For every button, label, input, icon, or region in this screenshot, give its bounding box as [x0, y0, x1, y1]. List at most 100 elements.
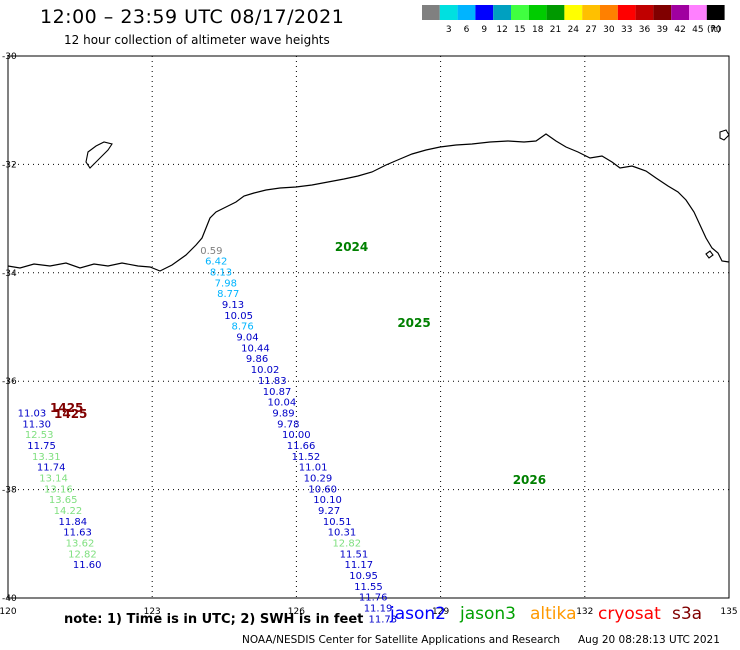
wave-height-value: 11.66 [287, 441, 316, 452]
wave-height-value: 11.55 [354, 582, 383, 593]
wave-height-value: 10.31 [328, 528, 357, 539]
lat-tick-label: -36 [2, 377, 17, 387]
s3a-track-label: 1425 [54, 407, 87, 421]
color-scale-swatch [439, 5, 458, 20]
credit-line: NOAA/NESDIS Center for Satellite Applica… [242, 634, 560, 646]
color-scale: 3 6 9 12 15 18 21 24 27 30 33 36 39 42 45 70(ft) [422, 5, 725, 35]
wave-height-value: 11.76 [359, 593, 388, 604]
color-scale-label: 12 [496, 25, 507, 35]
wave-height-value: 11.51 [340, 549, 369, 560]
color-scale-label: 27 [585, 25, 596, 35]
track-number-label: 2025 [397, 316, 430, 330]
track-number-label: 2026 [513, 473, 546, 487]
lat-tick-label: -40 [2, 594, 17, 604]
wave-height-value: 9.78 [277, 419, 299, 430]
wave-height-value: 7.98 [215, 278, 237, 289]
lon-tick-label: 120 [0, 607, 17, 617]
wave-height-value: 11.03 [18, 408, 47, 419]
color-scale-label: 3 [446, 25, 452, 35]
color-scale-label: 36 [639, 25, 651, 35]
lat-tick-label: -38 [2, 486, 17, 496]
lon-tick-label: 123 [144, 607, 161, 617]
color-scale-swatch [528, 5, 547, 20]
color-scale-swatch [475, 5, 494, 20]
map-title: 12:00 – 23:59 UTC 08/17/2021 [40, 6, 345, 28]
wave-height-value: 10.95 [349, 571, 378, 582]
gridlines [8, 56, 729, 598]
wave-height-value: 9.86 [246, 354, 268, 365]
color-scale-swatch [635, 5, 654, 20]
wave-height-value: 9.04 [236, 333, 258, 344]
color-scale-swatch [689, 5, 707, 20]
wave-height-value: 11.30 [22, 419, 51, 430]
color-scale-label: 33 [621, 25, 632, 35]
wave-height-value: 11.63 [63, 528, 92, 539]
satellite-legend-altika: altika [530, 604, 577, 624]
wave-height-value: 10.51 [323, 517, 352, 528]
wave-height-value: 11.84 [58, 517, 87, 528]
track-labels-layer: 2024 2025 2026 [335, 240, 546, 487]
wave-height-value: 0.59 [200, 246, 222, 257]
wave-height-value: 11.83 [258, 376, 287, 387]
lon-tick-label: 129 [432, 607, 449, 617]
color-scale-unit: (ft) [707, 25, 721, 35]
color-scale-label: 18 [532, 25, 544, 35]
wave-height-value: 10.10 [313, 495, 342, 506]
color-scale-label: 24 [568, 25, 580, 35]
color-scale-label: 21 [550, 25, 561, 35]
wave-height-value: 11.74 [37, 463, 66, 474]
wave-height-value: 11.19 [364, 604, 393, 615]
lat-tick-label: -32 [2, 160, 17, 170]
wave-height-value: 13.31 [32, 452, 61, 463]
wave-height-value: 14.22 [54, 506, 83, 517]
wave-height-value: 10.00 [282, 430, 311, 441]
wave-height-value: 11.01 [299, 463, 328, 474]
wave-height-value: 12.82 [332, 539, 361, 550]
color-scale-label: 30 [603, 25, 615, 35]
wave-height-value: 11.75 [27, 441, 56, 452]
track-number-label: 2024 [335, 240, 368, 254]
lat-tick-label: -34 [2, 269, 17, 279]
observations-layer: 0.596.428.137.988.779.1310.058.769.0410.… [18, 246, 398, 626]
color-scale-label: 39 [657, 25, 669, 35]
color-scale-label: 15 [514, 25, 525, 35]
lon-tick-label: 132 [576, 607, 593, 617]
color-scale-swatch [600, 5, 618, 20]
wave-height-value: 8.76 [232, 322, 254, 333]
coastline-mainland [7, 133, 730, 272]
generated-timestamp: Aug 20 08:28:13 UTC 2021 [578, 634, 720, 646]
wave-height-value: 9.13 [222, 300, 244, 311]
coastline-island-east [719, 129, 730, 141]
wave-height-value: 12.53 [25, 430, 54, 441]
lat-tick-label: -30 [2, 52, 17, 62]
wave-height-value: 11.73 [369, 614, 398, 625]
satellite-legend-jason2: jason2 [390, 604, 446, 624]
color-scale-swatch [493, 5, 511, 20]
color-scale-label: 42 [674, 25, 685, 35]
color-scale-swatch [511, 5, 529, 20]
wave-height-value: 10.87 [263, 387, 292, 398]
color-scale-label: 45 [692, 25, 703, 35]
color-scale-swatch [564, 5, 583, 20]
satellite-legend-s3a: s3a [672, 604, 703, 624]
wave-height-value: 11.52 [292, 452, 321, 463]
satellite-legend-jason3: jason3 [460, 604, 516, 624]
axis-ticks: 120 123 126 129 132 135 -30 -32 -34 -36 -38 -40 [0, 52, 738, 617]
wave-height-value: 11.17 [344, 560, 373, 571]
lon-tick-label: 126 [288, 607, 305, 617]
map-frame [7, 55, 730, 599]
color-scale-label: 9 [481, 25, 487, 35]
color-scale-swatch [706, 5, 725, 20]
color-scale-swatch [617, 5, 636, 20]
color-scale-swatch [457, 5, 476, 20]
wave-height-value: 13.65 [49, 495, 78, 506]
wave-height-value: 11.60 [73, 560, 102, 571]
wave-height-value: 6.42 [205, 257, 227, 268]
wave-height-value: 13.14 [39, 473, 68, 484]
coastline-islet [705, 250, 714, 259]
color-scale-swatch [546, 5, 565, 20]
s3a-track-label: 1425 [50, 401, 83, 415]
wave-height-value: 10.02 [251, 365, 280, 376]
